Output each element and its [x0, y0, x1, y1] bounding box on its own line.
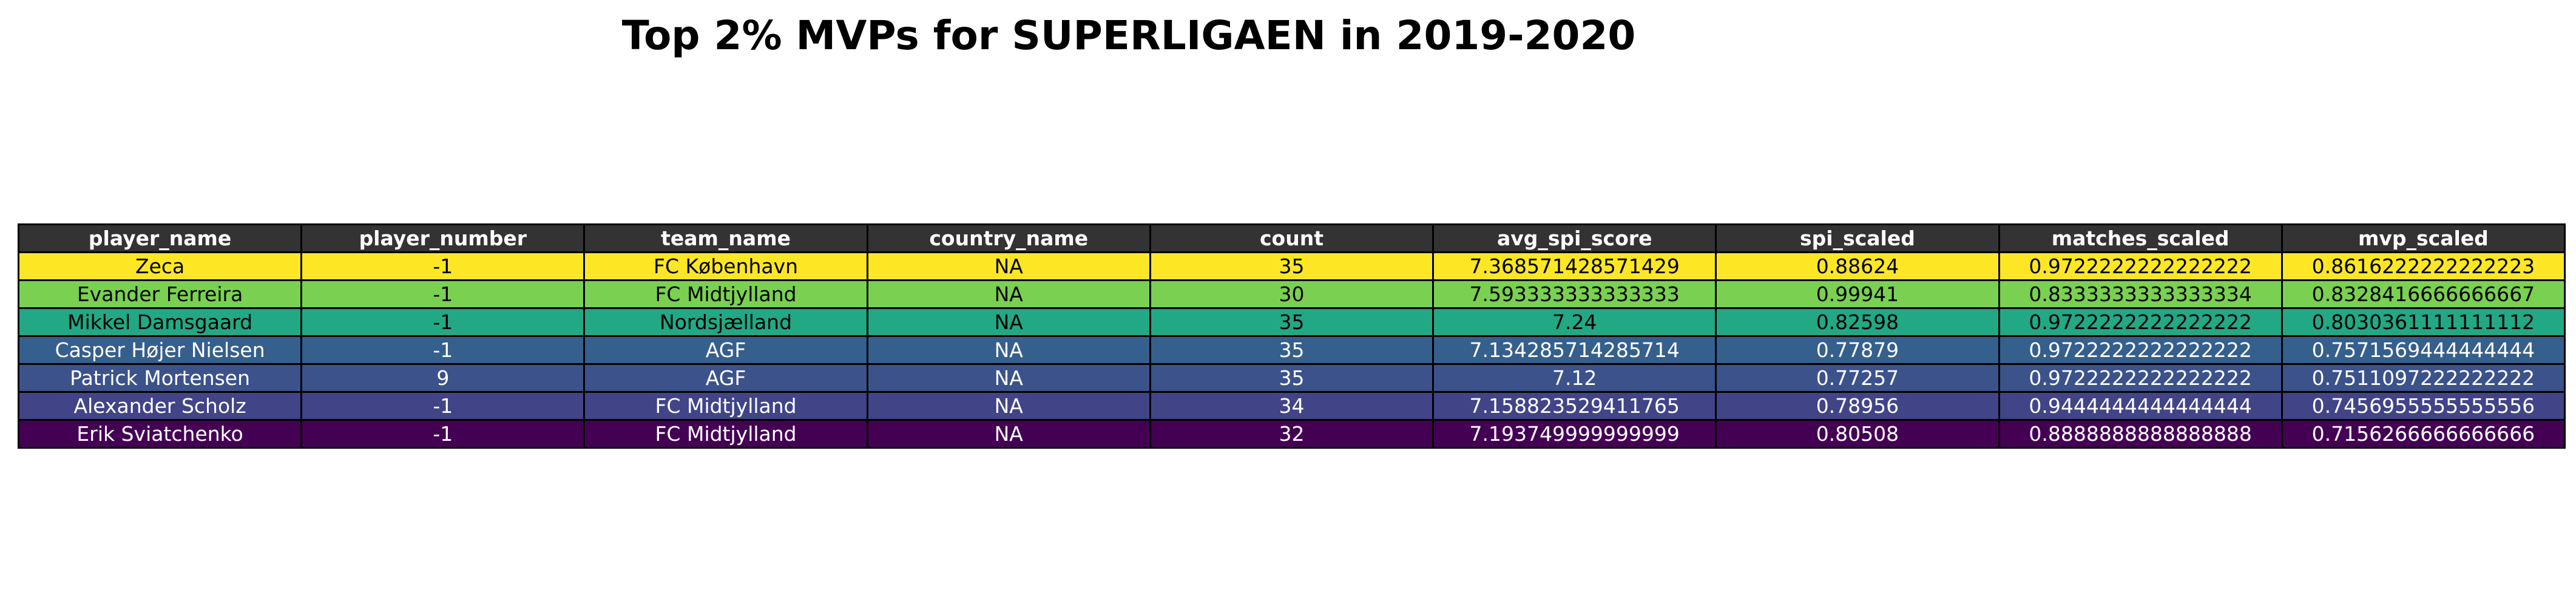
table-cell-count: 35 — [1149, 307, 1435, 337]
table-cell-mvp-scaled: 0.8328416666666667 — [2280, 279, 2566, 309]
table-cell-matches-scaled: 0.8888888888888888 — [1998, 419, 2283, 449]
table-cell-country-name: NA — [866, 307, 1151, 337]
table-row: Alexander Scholz -1 FC Midtjylland NA 34 7.15… — [17, 391, 2566, 421]
table-cell-spi-scaled: 0.77879 — [1715, 335, 2000, 365]
table-cell-count: 30 — [1149, 279, 1435, 309]
table-cell-matches-scaled: 0.9722222222222222 — [1998, 363, 2283, 393]
table-row: Casper Højer Nielsen -1 AGF NA 35 7.134285714… — [17, 335, 2566, 365]
table-cell-player-number: -1 — [300, 335, 586, 365]
table-cell-count: 35 — [1149, 251, 1435, 281]
table-cell-count: 34 — [1149, 391, 1435, 421]
chart-title: Top 2% MVPs for SUPERLIGAEN in 2019-2020 — [621, 12, 1636, 59]
table-cell-team-name: Nordsjælland — [583, 307, 868, 337]
table-cell-avg-spi-score: 7.158823529411765 — [1432, 391, 1717, 421]
table-cell-matches-scaled: 0.8333333333333334 — [1998, 279, 2283, 309]
table-cell-matches-scaled: 0.9722222222222222 — [1998, 307, 2283, 337]
table-cell-player-name: Casper Højer Nielsen — [17, 335, 303, 365]
table-cell-player-number: -1 — [300, 391, 586, 421]
table-row: Erik Sviatchenko -1 FC Midtjylland NA 32 7.19… — [17, 419, 2566, 449]
table-cell-country-name: NA — [866, 251, 1151, 281]
column-header-team-name: team_name — [583, 223, 868, 253]
table-cell-avg-spi-score: 7.368571428571429 — [1432, 251, 1717, 281]
table-cell-player-number: 9 — [300, 363, 586, 393]
table-cell-mvp-scaled: 0.7511097222222222 — [2280, 363, 2566, 393]
column-header-matches-scaled: matches_scaled — [1998, 223, 2283, 253]
table-cell-avg-spi-score: 7.134285714285714 — [1432, 335, 1717, 365]
table-cell-country-name: NA — [866, 279, 1151, 309]
table-row: Mikkel Damsgaard -1 Nordsjælland NA 35 7.24 0.… — [17, 307, 2566, 337]
column-header-spi-scaled: spi_scaled — [1715, 223, 2000, 253]
table-cell-country-name: NA — [866, 391, 1151, 421]
table-cell-player-name: Mikkel Damsgaard — [17, 307, 303, 337]
table-cell-avg-spi-score: 7.24 — [1432, 307, 1717, 337]
table-cell-team-name: FC Midtjylland — [583, 279, 868, 309]
table-cell-avg-spi-score: 7.193749999999999 — [1432, 419, 1717, 449]
table-cell-matches-scaled: 0.9722222222222222 — [1998, 251, 2283, 281]
table-cell-country-name: NA — [866, 335, 1151, 365]
table-header-row: player_name player_number team_name country… — [17, 223, 2566, 253]
table-cell-country-name: NA — [866, 419, 1151, 449]
column-header-count: count — [1149, 223, 1435, 253]
column-header-country-name: country_name — [866, 223, 1151, 253]
table-row: Patrick Mortensen 9 AGF NA 35 7.12 0.77257 0.97… — [17, 363, 2566, 393]
table-cell-count: 35 — [1149, 363, 1435, 393]
table-cell-count: 35 — [1149, 335, 1435, 365]
table-cell-spi-scaled: 0.77257 — [1715, 363, 2000, 393]
table-cell-team-name: FC København — [583, 251, 868, 281]
mvp-table: player_name player_number team_name country… — [17, 223, 2566, 449]
table-cell-team-name: AGF — [583, 363, 868, 393]
table-cell-count: 32 — [1149, 419, 1435, 449]
table-cell-player-number: -1 — [300, 279, 586, 309]
table-cell-mvp-scaled: 0.8616222222222223 — [2280, 251, 2566, 281]
column-header-player-name: player_name — [17, 223, 303, 253]
table-cell-avg-spi-score: 7.12 — [1432, 363, 1717, 393]
table-cell-spi-scaled: 0.88624 — [1715, 251, 2000, 281]
table-cell-spi-scaled: 0.82598 — [1715, 307, 2000, 337]
table-cell-country-name: NA — [866, 363, 1151, 393]
table-cell-player-name: Evander Ferreira — [17, 279, 303, 309]
column-header-avg-spi-score: avg_spi_score — [1432, 223, 1717, 253]
table-cell-spi-scaled: 0.80508 — [1715, 419, 2000, 449]
table-row: Zeca -1 FC København NA 35 7.368571428571429 0… — [17, 251, 2566, 281]
table-cell-matches-scaled: 0.9722222222222222 — [1998, 335, 2283, 365]
table-cell-spi-scaled: 0.99941 — [1715, 279, 2000, 309]
table-cell-player-number: -1 — [300, 251, 586, 281]
table-cell-player-name: Erik Sviatchenko — [17, 419, 303, 449]
table-cell-mvp-scaled: 0.7571569444444444 — [2280, 335, 2566, 365]
table-cell-matches-scaled: 0.9444444444444444 — [1998, 391, 2283, 421]
column-header-mvp-scaled: mvp_scaled — [2280, 223, 2566, 253]
table-cell-mvp-scaled: 0.7156266666666666 — [2280, 419, 2566, 449]
table-cell-player-name: Zeca — [17, 251, 303, 281]
table-cell-team-name: AGF — [583, 335, 868, 365]
table-cell-team-name: FC Midtjylland — [583, 419, 868, 449]
table-cell-avg-spi-score: 7.593333333333333 — [1432, 279, 1717, 309]
table-cell-player-name: Patrick Mortensen — [17, 363, 303, 393]
table-cell-player-name: Alexander Scholz — [17, 391, 303, 421]
table-body: Zeca -1 FC København NA 35 7.368571428571429 0… — [17, 251, 2566, 449]
column-header-player-number: player_number — [300, 223, 586, 253]
table-cell-player-number: -1 — [300, 419, 586, 449]
table-cell-mvp-scaled: 0.8030361111111112 — [2280, 307, 2566, 337]
table-cell-spi-scaled: 0.78956 — [1715, 391, 2000, 421]
table-cell-mvp-scaled: 0.7456955555555556 — [2280, 391, 2566, 421]
table-cell-team-name: FC Midtjylland — [583, 391, 868, 421]
table-cell-player-number: -1 — [300, 307, 586, 337]
table-row: Evander Ferreira -1 FC Midtjylland NA 30 7.59… — [17, 279, 2566, 309]
